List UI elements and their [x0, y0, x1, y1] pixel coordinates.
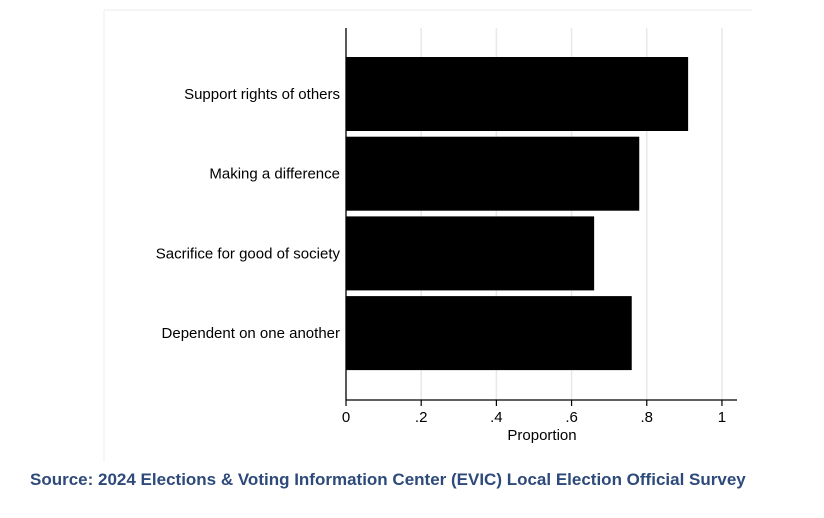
x-tick-label: .8	[641, 409, 654, 426]
category-label: Making a difference	[209, 166, 340, 183]
category-label: Support rights of others	[184, 86, 340, 103]
category-label: Sacrifice for good of society	[156, 245, 341, 262]
x-tick-label: 1	[718, 409, 726, 426]
category-label: Dependent on one another	[162, 325, 340, 342]
x-tick-label: .6	[565, 409, 578, 426]
bar	[346, 296, 632, 371]
x-tick-label: .2	[415, 409, 428, 426]
bar	[346, 136, 640, 211]
source-note: Source: 2024 Elections & Voting Informat…	[30, 470, 746, 489]
bars	[346, 57, 689, 371]
axes	[345, 28, 737, 406]
category-labels: Support rights of others Making a differe…	[156, 86, 341, 342]
x-axis-title: Proportion	[507, 427, 576, 444]
x-tick-label: 0	[342, 409, 350, 426]
x-tick-label: .4	[490, 409, 503, 426]
x-tick-labels: 0 .2 .4 .6 .8 1	[342, 409, 726, 426]
bar	[346, 216, 595, 291]
bar	[346, 57, 689, 131]
